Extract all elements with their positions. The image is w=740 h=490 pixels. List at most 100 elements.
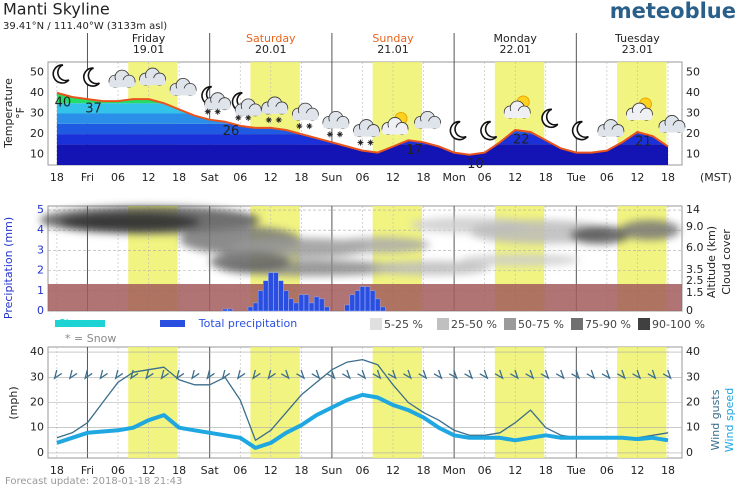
x-tick-label: Mon <box>443 171 466 184</box>
wind-direction <box>510 369 519 380</box>
icon-snow <box>367 139 374 146</box>
y2-tick-label: 10 <box>686 421 700 434</box>
day-name: Sunday <box>372 32 414 45</box>
x-tick-label: Fri <box>81 464 94 477</box>
y2-tick-label: 20 <box>686 127 700 140</box>
wind-direction <box>540 369 550 380</box>
y-tick-label: 4 <box>37 223 44 236</box>
precipitation-bar <box>293 302 299 312</box>
icon-moon <box>571 120 589 141</box>
wind-direction <box>616 369 626 380</box>
icon-cloud <box>658 125 685 133</box>
icon-snow <box>214 108 221 115</box>
day-name: Tuesday <box>614 32 660 45</box>
wind-direction <box>326 369 336 380</box>
wind-direction <box>586 369 596 380</box>
x-tick-label: 12 <box>508 171 522 184</box>
y-axis-label: (mph) <box>7 386 20 419</box>
icon-snow <box>265 116 272 123</box>
y-tick-label: 40 <box>30 345 44 358</box>
y-axis-label: Temperature <box>2 78 15 149</box>
x-tick-label: 18 <box>172 171 186 184</box>
temperature-label: 26 <box>223 124 240 139</box>
temperature-band <box>56 144 668 165</box>
wind-direction <box>53 369 63 380</box>
x-tick-label: 12 <box>142 464 156 477</box>
wind-direction <box>267 369 276 380</box>
day-name: Saturday <box>246 32 296 45</box>
icon-cloud <box>414 121 441 129</box>
time-zone: (MST) <box>700 171 732 184</box>
day-date: 23.01 <box>622 43 654 56</box>
cloud-legend-label: 25-50 % <box>451 318 497 331</box>
icon-moon <box>541 108 559 129</box>
precipitation-bar <box>319 298 325 312</box>
y2-axis-label: Cloud cover <box>720 229 733 295</box>
cloud-legend-label: 5-25 % <box>384 318 423 331</box>
brand: meteoblue <box>610 0 736 23</box>
temperature-label: 21 <box>635 135 652 150</box>
x-tick-label: 06 <box>111 464 125 477</box>
icon-moon <box>82 67 101 87</box>
icon-cloud <box>261 106 288 114</box>
precipitation-bar <box>324 306 330 312</box>
x-tick-label: 18 <box>539 464 553 477</box>
wind-direction <box>662 369 672 380</box>
x-tick-label: 06 <box>355 171 369 184</box>
y2-tick-label: 40 <box>686 345 700 358</box>
y2-tick-label: 9.0 <box>686 220 704 233</box>
x-tick-label: 12 <box>630 171 644 184</box>
icon-cloud <box>292 113 319 121</box>
wind-direction <box>387 369 397 380</box>
cloud-blob <box>570 226 630 244</box>
x-tick-label: 06 <box>355 464 369 477</box>
icon-snow <box>336 131 343 138</box>
wind-direction <box>525 369 535 380</box>
snow-note: * = Snow <box>65 332 116 345</box>
wind-direction <box>296 369 306 380</box>
day-name: Friday <box>132 32 166 45</box>
cloud-legend-swatch <box>370 318 382 330</box>
wind-direction <box>555 369 565 380</box>
weather-icon <box>169 77 197 96</box>
weather-icon <box>541 108 559 129</box>
precipitation-bar <box>370 290 376 312</box>
temperature-label: 37 <box>85 102 102 117</box>
y-tick-label: 0 <box>37 304 44 317</box>
x-tick-label: 12 <box>264 171 278 184</box>
weather-icon <box>52 64 70 84</box>
precipitation-bar <box>283 290 289 312</box>
wind-direction <box>647 369 657 380</box>
precipitation-bar <box>222 308 228 312</box>
precipitation-bar <box>308 302 315 312</box>
wind-direction <box>433 369 443 380</box>
wind-direction <box>448 369 458 380</box>
icon-snow <box>357 139 364 146</box>
temperature-label: 22 <box>513 132 530 147</box>
wind-direction <box>479 369 489 380</box>
wind-direction <box>464 369 474 380</box>
weather-icon <box>626 97 653 121</box>
precipitation-bar <box>288 298 294 312</box>
y2-tick-label: 20 <box>686 396 700 409</box>
x-tick-label: 06 <box>233 171 247 184</box>
icon-cloud <box>139 78 166 86</box>
precipitation-bar <box>227 308 233 312</box>
wind-direction <box>494 369 504 380</box>
wind-direction <box>236 369 246 380</box>
precipitation-bar <box>344 304 350 312</box>
precipitation-bar <box>380 306 386 312</box>
precipitation-bar <box>263 280 269 312</box>
y2-tick-label: 40 <box>686 86 700 99</box>
y-tick-label: 30 <box>30 370 44 383</box>
cloud-blob <box>370 261 490 275</box>
y-axis-label: Precipitation (mm) <box>2 217 15 319</box>
weather-icon <box>261 96 289 123</box>
precipitation-bar <box>349 294 355 312</box>
x-tick-label: 12 <box>142 171 156 184</box>
precipitation-bar <box>273 272 279 312</box>
icon-cloud <box>322 121 349 129</box>
y2-tick-label: 2.5 <box>686 274 704 287</box>
cloud-blob <box>60 213 200 231</box>
